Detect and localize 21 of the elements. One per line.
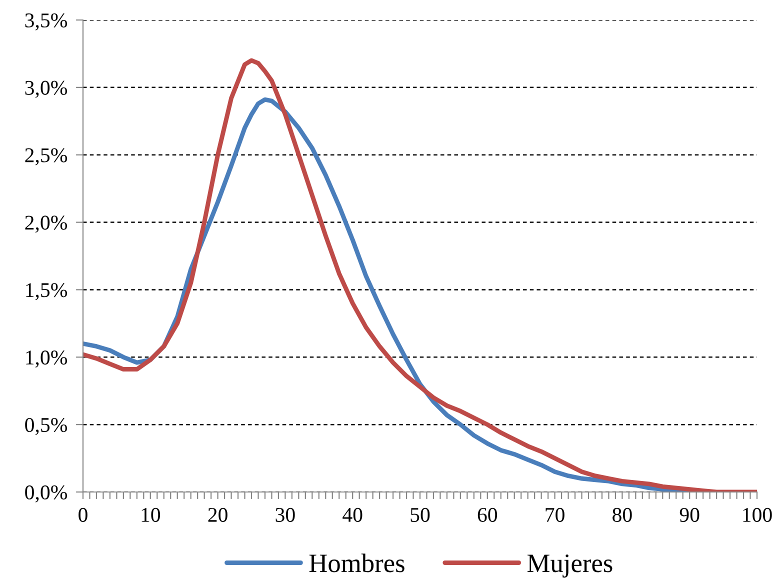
y-tick-label: 1,5% xyxy=(26,283,68,300)
y-tick-label: 3,0% xyxy=(25,80,68,98)
x-tick-label: 10 xyxy=(142,508,160,522)
x-tick-label: 20 xyxy=(208,508,228,522)
x-tick-label: 0 xyxy=(78,508,88,522)
y-tick-label: 2,5% xyxy=(25,148,68,166)
x-tick-label: 100 xyxy=(743,508,772,522)
y-tick-label: 0,0% xyxy=(25,485,68,502)
x-tick-label: 90 xyxy=(680,508,700,522)
y-tick-label: 2,0% xyxy=(25,216,68,233)
x-tick-label: 30 xyxy=(276,508,295,522)
x-tick-label: 80 xyxy=(612,508,632,522)
y-tick-label: 3,5% xyxy=(25,13,68,30)
x-tick-label: 40 xyxy=(342,508,362,522)
x-tick-label: 50 xyxy=(410,508,430,522)
legend-label: Hombres xyxy=(309,554,404,572)
x-tick-label: 60 xyxy=(478,508,498,522)
y-tick-label: 0,5% xyxy=(25,418,68,436)
y-tick-label: 1,0% xyxy=(26,350,68,368)
legend-label: Mujeres xyxy=(527,554,612,578)
x-tick-label: 70 xyxy=(546,508,564,522)
